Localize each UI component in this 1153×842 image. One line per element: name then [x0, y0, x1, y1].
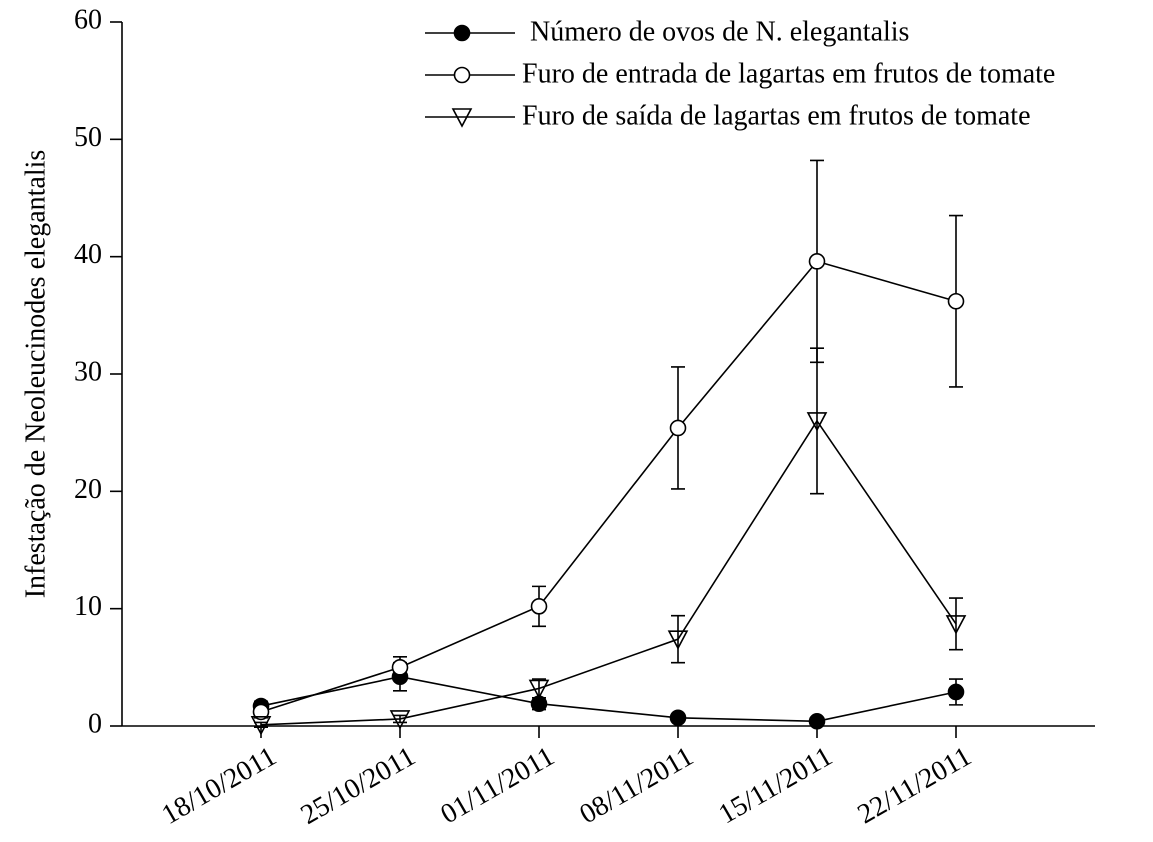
marker: [806, 412, 828, 432]
error-bar: [671, 614, 685, 664]
y-tick-label: 20: [74, 474, 102, 505]
y-tick-label: 30: [74, 356, 102, 387]
x-tick-label: 15/11/2011: [714, 741, 838, 831]
legend-marker: [453, 24, 471, 42]
y-axis-label: Infestação de Neoleucinodes elegantalis: [20, 150, 51, 599]
series-line: [260, 675, 957, 723]
x-tick-label: 01/11/2011: [436, 741, 560, 831]
marker: [250, 716, 272, 736]
marker: [528, 679, 550, 700]
y-tick-label: 60: [74, 4, 102, 35]
marker: [945, 615, 967, 635]
series-line: [260, 260, 957, 713]
marker: [947, 292, 965, 310]
y-tick-label: 10: [74, 591, 102, 622]
marker: [669, 419, 687, 437]
marker: [530, 598, 548, 615]
series-line: [260, 419, 957, 726]
error-bar: [949, 597, 963, 651]
legend-label: Número de ovos de N. elegantalis: [530, 16, 909, 47]
legend-marker: [451, 108, 473, 128]
error-bar: [810, 347, 824, 495]
error-bar: [254, 721, 268, 728]
y-tick-label: 50: [74, 122, 102, 153]
marker: [667, 630, 689, 650]
marker: [947, 683, 965, 701]
marker: [389, 710, 411, 730]
marker: [391, 659, 409, 676]
error-bar: [393, 714, 407, 724]
x-tick-label: 25/10/2011: [296, 741, 421, 831]
y-tick-label: 0: [88, 708, 102, 739]
marker: [669, 709, 687, 727]
legend-label: Furo de entrada de lagartas em frutos de…: [522, 58, 1055, 89]
x-tick-label: 22/11/2011: [853, 741, 977, 831]
marker: [252, 703, 270, 721]
x-tick-label: 18/10/2011: [157, 741, 282, 831]
y-tick-label: 40: [74, 239, 102, 270]
legend-marker: [453, 66, 471, 84]
legend-label: Furo de saída de lagartas em frutos de t…: [522, 100, 1031, 131]
marker: [808, 713, 826, 730]
x-tick-label: 08/11/2011: [575, 741, 699, 831]
marker: [808, 253, 826, 270]
